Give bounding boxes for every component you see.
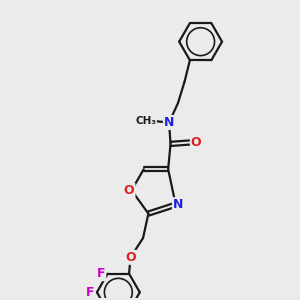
- Text: O: O: [191, 136, 202, 149]
- Text: N: N: [164, 116, 174, 129]
- Text: F: F: [97, 267, 105, 280]
- Text: CH₃: CH₃: [135, 116, 156, 126]
- Text: O: O: [125, 251, 136, 264]
- Text: F: F: [86, 286, 94, 299]
- Text: O: O: [124, 184, 134, 197]
- Text: N: N: [173, 198, 183, 211]
